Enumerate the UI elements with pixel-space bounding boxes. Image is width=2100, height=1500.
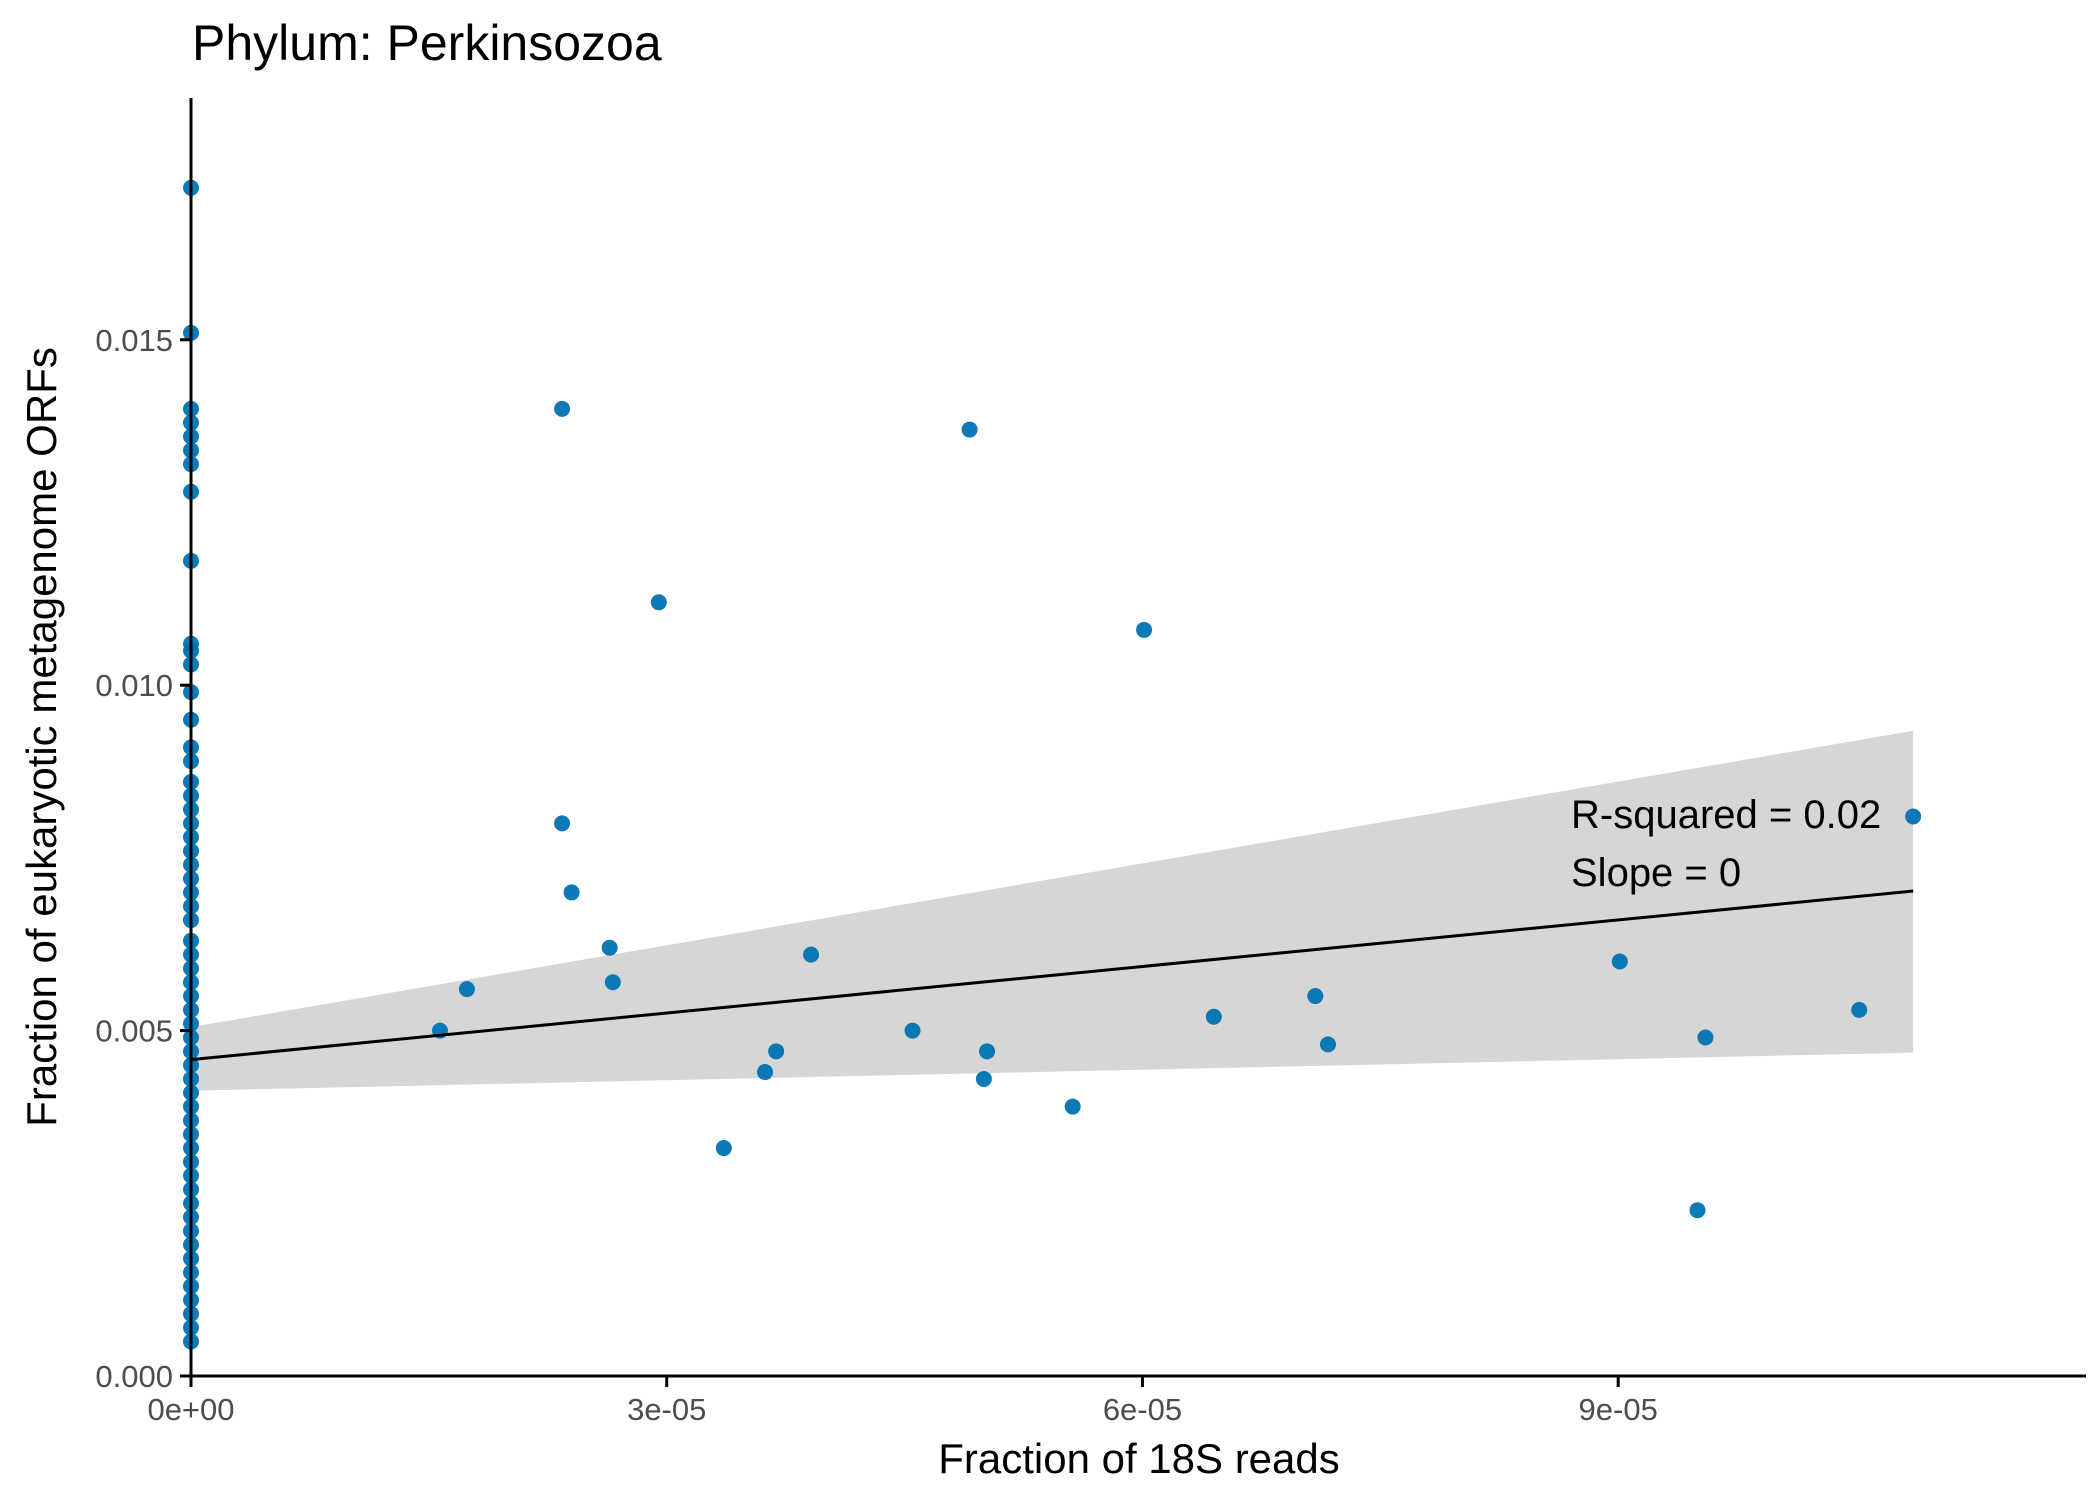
- y-tick-label: 0.000: [95, 1359, 173, 1394]
- data-point: [1205, 1008, 1222, 1025]
- data-point: [803, 946, 820, 963]
- data-point: [1851, 1001, 1868, 1018]
- regression-line: [190, 889, 1914, 1062]
- data-point: [1689, 1202, 1706, 1219]
- data-point: [1905, 808, 1922, 825]
- data-point: [768, 1043, 785, 1060]
- data-point: [979, 1043, 996, 1060]
- data-point: [650, 594, 667, 611]
- slope-annotation: Slope = 0: [1571, 851, 1741, 895]
- y-tick-label: 0.005: [95, 1014, 173, 1049]
- data-point: [1136, 621, 1153, 638]
- data-point: [563, 884, 580, 901]
- data-point: [1697, 1029, 1714, 1046]
- data-point: [904, 1022, 921, 1039]
- data-point: [961, 421, 978, 438]
- data-point: [1611, 953, 1628, 970]
- y-axis-title: Fraction of eukaryotic metagenome ORFs: [18, 347, 65, 1127]
- x-tick-label: 9e-05: [1579, 1392, 1658, 1427]
- chart-title: Phylum: Perkinsozoa: [192, 15, 662, 71]
- data-point: [554, 400, 571, 417]
- y-tick-label: 0.015: [95, 323, 173, 358]
- data-point: [554, 815, 571, 832]
- data-point: [1064, 1098, 1081, 1115]
- y-tick-label: 0.010: [95, 668, 173, 703]
- data-point: [458, 981, 475, 998]
- x-tick-label: 6e-05: [1103, 1392, 1182, 1427]
- data-point: [715, 1140, 732, 1157]
- x-axis-title: Fraction of 18S reads: [938, 1435, 1340, 1482]
- data-point: [604, 974, 621, 991]
- data-point: [1320, 1036, 1336, 1053]
- confidence-band: [191, 730, 1914, 1091]
- data-point: [757, 1064, 774, 1081]
- data-point: [1307, 988, 1324, 1005]
- data-point: [601, 939, 618, 956]
- x-tick-label: 0e+00: [147, 1392, 234, 1427]
- r-squared-annotation: R-squared = 0.02: [1571, 793, 1881, 837]
- axis-ticks: 0e+00 3e-05 6e-05 9e-05 0.000 0.005 0.010 0.015: [95, 323, 1657, 1427]
- x-tick-label: 3e-05: [627, 1392, 706, 1427]
- data-point: [975, 1070, 992, 1087]
- plot-area: [183, 179, 1922, 1350]
